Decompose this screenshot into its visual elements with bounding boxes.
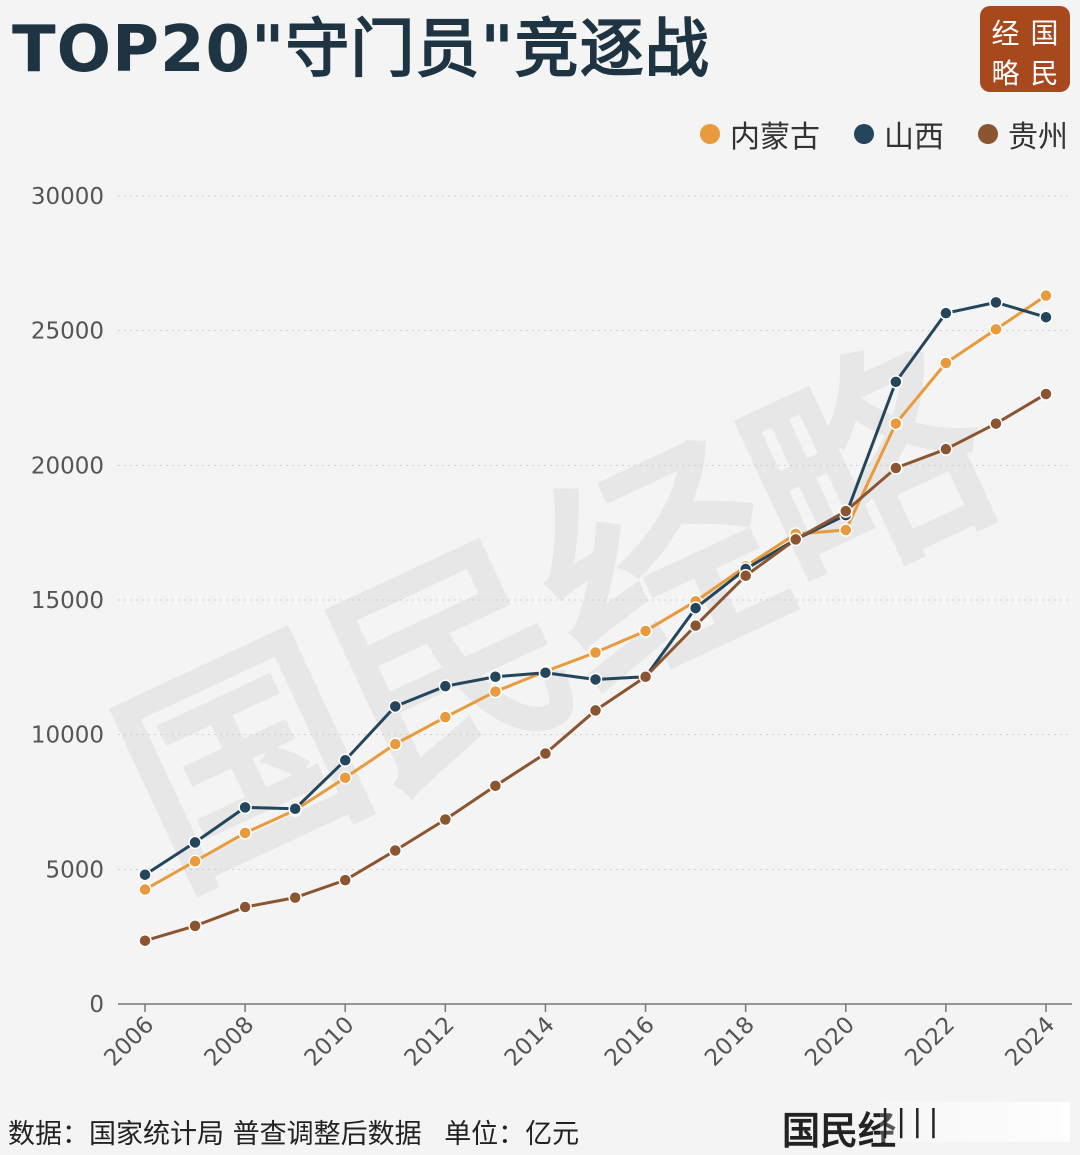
data-point bbox=[288, 890, 302, 905]
legend-item-guizhou: 贵州 bbox=[978, 112, 1068, 156]
data-point bbox=[238, 826, 252, 840]
chart-legend: 内蒙古 山西 贵州 bbox=[700, 112, 1068, 156]
data-point bbox=[338, 753, 352, 768]
data-point bbox=[638, 670, 653, 684]
brand-logo: 经 国 略 民 bbox=[980, 6, 1070, 92]
chart-title: TOP20"守门员"竞逐战 bbox=[12, 13, 710, 87]
source-text: 数据：国家统计局 普查调整后数据 bbox=[8, 1119, 422, 1150]
data-point bbox=[939, 442, 953, 456]
data-point bbox=[388, 737, 403, 751]
data-point bbox=[588, 672, 603, 687]
data-point bbox=[688, 601, 703, 615]
data-point bbox=[188, 835, 202, 850]
data-point bbox=[188, 854, 202, 869]
x-tick-label: 2012 bbox=[400, 1012, 460, 1072]
data-point bbox=[788, 532, 803, 547]
data-point bbox=[138, 882, 152, 897]
data-point bbox=[839, 523, 853, 537]
legend-label: 内蒙古 bbox=[730, 120, 820, 155]
data-point bbox=[338, 771, 352, 785]
x-tick-label: 2016 bbox=[600, 1012, 660, 1072]
x-tick-label: 2014 bbox=[500, 1012, 560, 1072]
data-point bbox=[588, 645, 603, 660]
series-group bbox=[138, 288, 1053, 948]
logo-char: 略 bbox=[991, 57, 1020, 90]
data-point bbox=[1039, 310, 1053, 324]
data-point bbox=[538, 746, 553, 761]
data-point bbox=[388, 843, 403, 858]
data-point bbox=[889, 461, 903, 475]
data-point bbox=[538, 665, 553, 680]
legend-item-inner-mongolia: 内蒙古 bbox=[700, 112, 820, 156]
data-point bbox=[138, 933, 152, 948]
data-point bbox=[138, 867, 152, 882]
data-point bbox=[338, 873, 352, 887]
legend-label: 山西 bbox=[884, 120, 944, 155]
data-point bbox=[488, 670, 503, 684]
x-tick-label: 2020 bbox=[800, 1012, 860, 1072]
data-point bbox=[939, 306, 953, 320]
x-tick-label: 2024 bbox=[1000, 1012, 1060, 1072]
data-point bbox=[588, 703, 603, 718]
legend-marker bbox=[700, 124, 720, 144]
data-point bbox=[438, 710, 453, 724]
data-point bbox=[989, 295, 1003, 310]
y-tick-label: 20000 bbox=[31, 453, 104, 479]
legend-marker bbox=[854, 124, 874, 144]
x-tick-label: 2006 bbox=[99, 1012, 159, 1072]
x-axis: 2006 2008 2010 2012 2014 2016 2018 2020 2022 2024 bbox=[99, 1004, 1060, 1072]
legend-item-shanxi: 山西 bbox=[854, 112, 944, 156]
data-point bbox=[188, 919, 202, 933]
y-tick-label: 30000 bbox=[31, 184, 104, 210]
data-point bbox=[839, 504, 853, 518]
data-point bbox=[438, 679, 453, 693]
data-point bbox=[1039, 387, 1053, 401]
data-point bbox=[488, 684, 503, 699]
series-贵州 bbox=[138, 387, 1053, 948]
data-point bbox=[738, 569, 753, 583]
data-point bbox=[989, 416, 1003, 431]
x-tick-label: 2010 bbox=[300, 1012, 360, 1072]
y-tick-label: 10000 bbox=[31, 723, 104, 749]
data-point bbox=[238, 800, 252, 815]
y-axis-ticks: 0 5000 10000 15000 20000 25000 30000 bbox=[31, 184, 104, 1018]
logo-char: 民 bbox=[1030, 57, 1059, 90]
y-tick-label: 5000 bbox=[45, 857, 104, 883]
legend-label: 贵州 bbox=[1008, 120, 1068, 155]
data-point bbox=[889, 416, 903, 431]
data-point bbox=[889, 375, 903, 389]
data-point bbox=[638, 624, 653, 638]
data-point bbox=[688, 618, 703, 633]
data-point bbox=[939, 356, 953, 370]
x-tick-label: 2022 bbox=[900, 1012, 960, 1072]
x-tick-label: 2008 bbox=[200, 1012, 260, 1072]
grid-lines bbox=[118, 195, 1072, 1005]
logo-char: 经 bbox=[991, 17, 1020, 50]
data-point bbox=[388, 699, 403, 714]
legend-marker bbox=[978, 124, 998, 144]
data-point bbox=[488, 779, 503, 793]
y-tick-label: 0 bbox=[89, 992, 104, 1018]
data-point bbox=[989, 322, 1003, 337]
unit-text: 单位：亿元 bbox=[444, 1119, 580, 1150]
data-point bbox=[288, 801, 302, 816]
y-tick-label: 15000 bbox=[31, 588, 104, 614]
footer-source: 数据：国家统计局 普查调整后数据 单位：亿元 bbox=[8, 1112, 593, 1151]
footer-brand-tail: |||| bbox=[880, 1102, 1070, 1142]
data-point bbox=[438, 812, 453, 827]
logo-char: 国 bbox=[1030, 17, 1059, 50]
y-tick-label: 25000 bbox=[31, 319, 104, 345]
data-point bbox=[1039, 288, 1053, 303]
data-point bbox=[238, 900, 252, 914]
x-tick-label: 2018 bbox=[700, 1012, 760, 1072]
footer-brand: 国民经 bbox=[782, 1108, 897, 1153]
